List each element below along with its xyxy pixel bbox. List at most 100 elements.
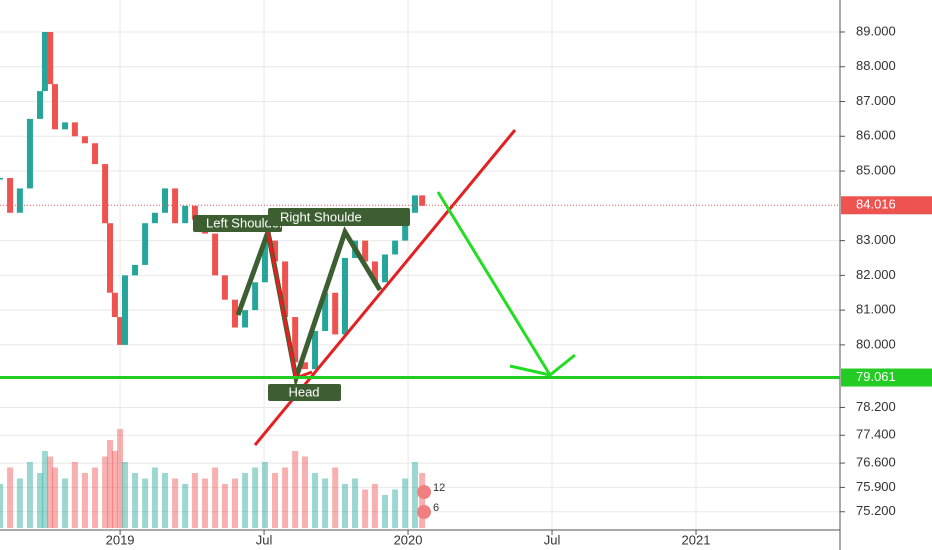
- volume-bar: [37, 473, 44, 528]
- projection-arrow: [436, 191, 576, 378]
- volume-bar: [107, 440, 114, 528]
- candle: [182, 205, 189, 224]
- volume-bar: [252, 467, 259, 528]
- volume-bar: [16, 478, 23, 528]
- y-tick-label: 85.000: [856, 162, 896, 177]
- candle: [402, 212, 409, 241]
- candle: [62, 122, 69, 130]
- volume-bar: [151, 467, 158, 528]
- volume-bar: [292, 451, 299, 528]
- candle: [332, 292, 339, 335]
- volume-bar: [172, 478, 179, 528]
- pattern-line: [235, 222, 383, 388]
- candle: [0, 178, 3, 180]
- annotation: Left Shoulder: [206, 215, 284, 230]
- y-tick-label: 81.000: [856, 302, 896, 317]
- event-count: 12: [433, 482, 445, 494]
- volume-bar: [332, 467, 339, 528]
- volume-bar: [41, 451, 48, 528]
- y-tick-label: 82.000: [856, 267, 896, 282]
- volume-bar: [92, 467, 99, 528]
- volume-bar: [221, 484, 228, 528]
- candle: [71, 122, 78, 137]
- candle: [191, 205, 198, 220]
- candle: [92, 143, 99, 165]
- x-tick-label: 2021: [682, 532, 711, 547]
- candle: [231, 299, 238, 328]
- y-tick-label: 75.200: [856, 503, 896, 518]
- last-price-label: 84.016: [856, 197, 896, 212]
- candle: [132, 264, 139, 276]
- candle: [81, 136, 88, 144]
- y-tick-label: 87.000: [856, 93, 896, 108]
- candle: [7, 178, 14, 213]
- x-tick-label: 2019: [106, 532, 135, 547]
- event-count: 6: [433, 502, 439, 514]
- candle: [301, 362, 308, 370]
- volume-bar: [26, 462, 33, 528]
- volume-bar: [162, 473, 169, 528]
- candle: [142, 223, 149, 265]
- candle: [117, 317, 124, 345]
- candle: [371, 261, 378, 283]
- volume-bar: [312, 473, 319, 528]
- candle: [102, 164, 109, 224]
- candle: [252, 282, 259, 311]
- annotation: Head: [288, 384, 319, 399]
- candle: [26, 118, 33, 189]
- candle: [341, 257, 348, 335]
- candle: [212, 233, 219, 276]
- last-price-box: [841, 196, 932, 215]
- candle: [411, 195, 418, 213]
- volume-bar: [121, 462, 128, 528]
- volume-bar: [231, 478, 238, 528]
- candle: [312, 330, 319, 370]
- volume-bar: [0, 484, 3, 528]
- events: 12 6: [417, 482, 445, 519]
- support-box: [841, 368, 932, 387]
- y-tick-label: 86.000: [856, 128, 896, 143]
- volume-bar: [419, 473, 426, 528]
- label-box: [193, 215, 282, 232]
- volume-bar: [322, 478, 329, 528]
- label-box: [268, 208, 410, 226]
- volume-bar: [261, 462, 268, 528]
- volume-bar: [111, 451, 118, 528]
- volume-bar: [47, 456, 54, 528]
- volume-bar: [402, 478, 409, 528]
- volume-layer: [0, 429, 426, 528]
- candle: [221, 275, 228, 300]
- candle: [242, 310, 249, 328]
- candle: [272, 240, 279, 262]
- candle: [111, 292, 118, 318]
- volume-bar: [411, 462, 418, 528]
- candle: [261, 240, 268, 283]
- event-icon: [417, 505, 431, 519]
- y-tick-label: 78.200: [856, 399, 896, 414]
- y-tick-label: 80.000: [856, 336, 896, 351]
- candle: [322, 292, 329, 331]
- volume-bar: [142, 478, 149, 528]
- x-tick-label: Jul: [256, 532, 273, 547]
- volume-bar: [392, 489, 399, 528]
- candle: [41, 31, 48, 92]
- candle: [382, 254, 389, 283]
- candle: [392, 240, 399, 255]
- volume-bar: [282, 467, 289, 528]
- volume-bar: [117, 429, 124, 528]
- volume-bar: [242, 473, 249, 528]
- y-tick-label: 76.600: [856, 455, 896, 470]
- y-tick-label: 75.900: [856, 479, 896, 494]
- candle: [16, 188, 23, 213]
- x-tick-label: Jul: [544, 532, 561, 547]
- annotation: Right Shoulde: [280, 209, 362, 224]
- candle-layer: [0, 31, 426, 370]
- support-label: 79.061: [856, 369, 896, 384]
- volume-bar: [62, 478, 69, 528]
- volume-bar: [132, 473, 139, 528]
- candle: [107, 223, 114, 293]
- y-tick-label: 83.000: [856, 232, 896, 247]
- label-box: [268, 384, 341, 401]
- volume-bar: [301, 456, 308, 528]
